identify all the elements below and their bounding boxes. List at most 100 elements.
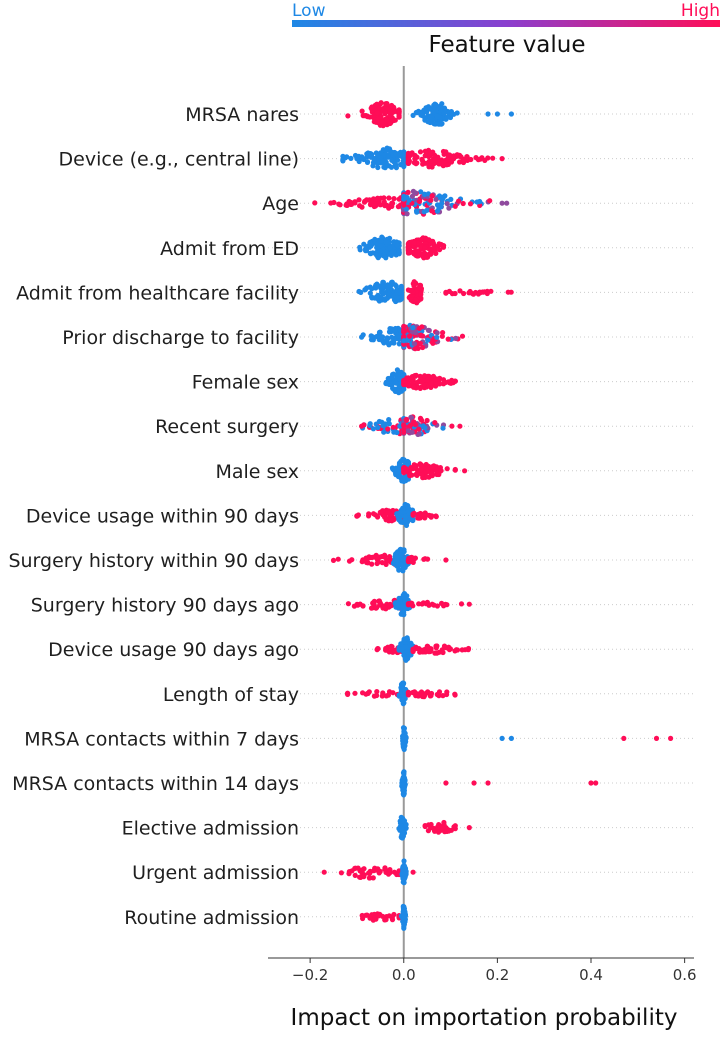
shap-point [440,425,446,431]
shap-point [389,917,396,923]
x-tick-label: 0.4 [579,966,603,984]
shap-point [588,780,594,786]
shap-point [366,243,372,249]
shap-point [396,107,402,114]
shap-point [668,735,674,742]
shap-point [403,206,409,212]
shap-point [378,238,384,244]
shap-point [345,113,351,119]
shap-point [383,645,389,652]
shap-point [452,648,458,654]
feature-label: Male sex [215,461,299,483]
colorbar-high-label: High [681,1,720,21]
shap-point [369,286,375,292]
shap-point [401,457,407,463]
feature-label: Surgery history 90 days ago [31,595,299,617]
shap-point [386,421,392,427]
shap-point [479,155,485,161]
x-tick-label: −0.2 [292,966,328,984]
shap-point [375,646,381,652]
shap-point [352,872,358,879]
shap-point [499,156,505,162]
shap-point [359,912,365,919]
shap-point [403,417,410,423]
shap-point [392,117,398,123]
shap-point [468,156,474,163]
shap-point [374,689,380,695]
shap-point [477,198,483,205]
shap-point [432,157,438,163]
shap-point [377,202,384,208]
shap-point [457,159,463,165]
shap-point [405,189,411,195]
shap-point [452,692,458,698]
shap-point [398,826,405,832]
shap-point [370,163,376,169]
shap-point [375,866,381,872]
shap-point [395,549,401,555]
shap-point [593,780,599,786]
shap-point [508,111,514,117]
shap-point [447,114,454,121]
shap-point [363,248,369,254]
shap-point [371,598,377,605]
shap-point [490,155,496,161]
shap-point [436,689,443,695]
shap-point [434,208,440,214]
shap-point [401,728,407,735]
shap-point [338,870,344,876]
shap-point [417,461,423,467]
shap-point [411,240,417,246]
shap-point [382,514,388,520]
shap-point [388,103,394,109]
shap-point [396,290,402,296]
shap-point [387,376,393,382]
shap-point [373,294,379,300]
shap-point [417,149,424,155]
shap-point [426,649,432,655]
shap-point [366,689,372,695]
shap-point [410,512,416,518]
shap-point [373,150,379,156]
shap-point [447,109,453,115]
shap-point [427,105,433,112]
shap-point [385,558,391,564]
shap-point [444,466,450,472]
shap-point [374,692,380,699]
shap-point [401,880,407,886]
feature-label: MRSA nares [185,104,299,126]
shap-point [401,323,407,329]
shap-point [458,154,464,160]
shap-point [393,150,399,157]
shap-point [391,340,397,346]
shap-point [410,869,416,875]
shap-point [401,771,407,777]
shap-point [374,101,380,107]
shap-point [359,154,365,160]
shap-point [331,199,337,206]
shap-point [462,468,468,474]
shap-point [431,828,438,834]
shap-point [390,649,396,655]
shap-point [388,517,394,523]
shap-point [355,513,361,519]
shap-point [346,558,353,564]
x-axis-ticks: −0.2 0.0 0.2 0.4 0.6 [292,958,697,984]
shap-point [420,113,426,119]
shap-point [382,605,388,611]
shap-point [431,602,437,608]
shap-point [425,327,431,333]
shap-point [393,380,399,386]
shap-point [405,243,411,249]
shap-point [424,417,430,424]
shap-point [377,248,383,254]
shap-point [345,691,351,698]
shap-point [405,428,412,434]
feature-label: Device (e.g., central line) [59,149,299,171]
shap-point [403,821,409,828]
shap-point [494,111,500,117]
shap-point [398,834,404,840]
shap-point [321,869,327,875]
